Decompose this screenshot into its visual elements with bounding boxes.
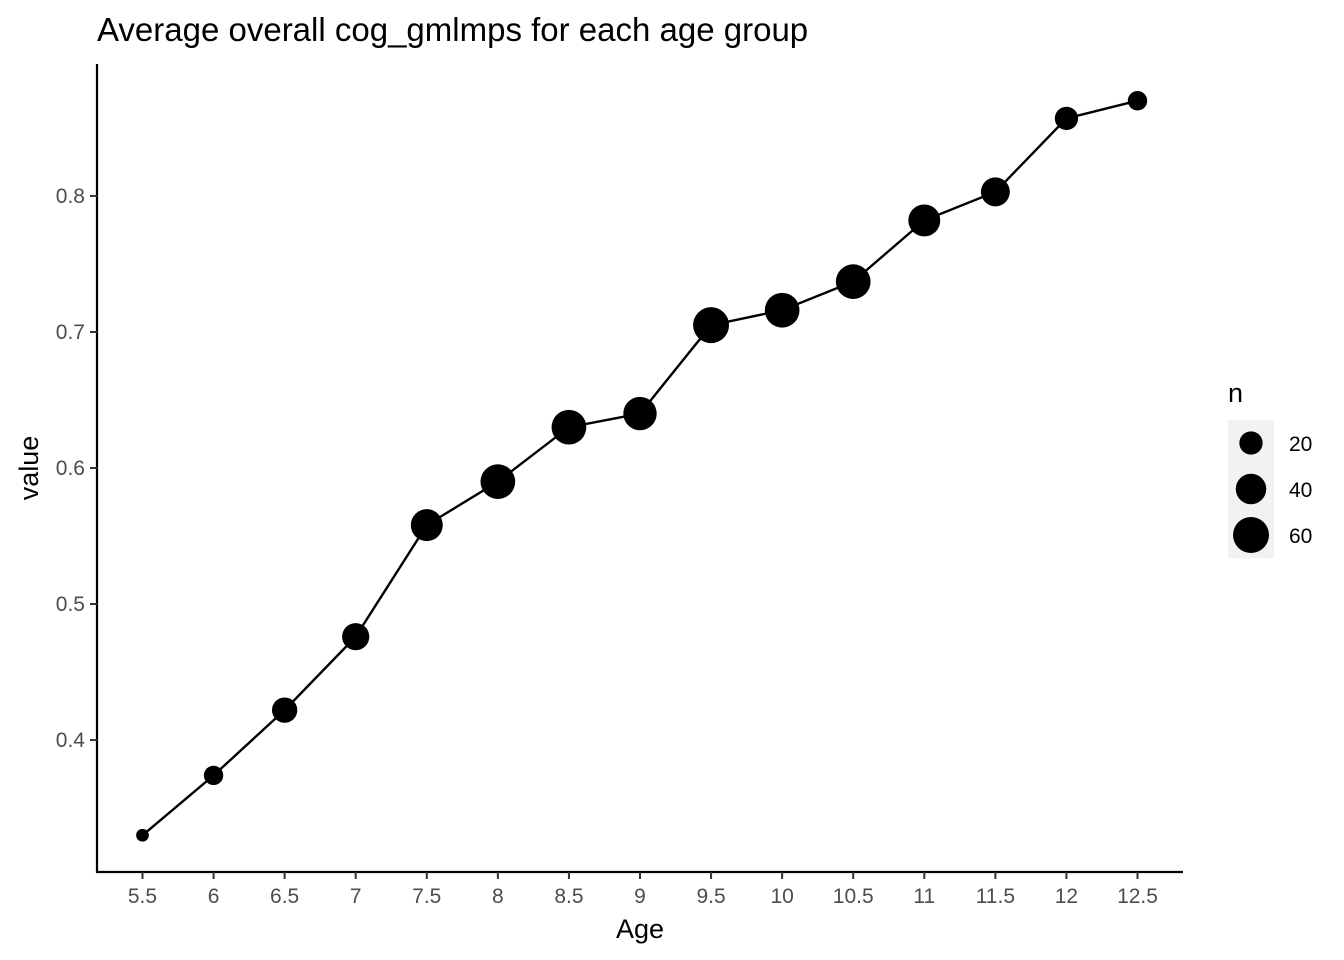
data-point bbox=[980, 177, 1010, 207]
data-point bbox=[1054, 106, 1079, 131]
x-tick-label: 5.5 bbox=[128, 885, 157, 908]
legend-label: 20 bbox=[1289, 433, 1312, 456]
x-axis-title: Age bbox=[616, 914, 664, 944]
legend-title: n bbox=[1228, 378, 1243, 408]
series-line bbox=[141, 99, 1138, 837]
x-tick-label: 6 bbox=[208, 885, 220, 908]
legend-key-point bbox=[1233, 517, 1269, 553]
data-point bbox=[623, 396, 657, 431]
y-axis-title: value bbox=[14, 436, 44, 501]
y-tick-label: 0.8 bbox=[56, 185, 85, 208]
data-point bbox=[764, 292, 800, 328]
x-tick-label: 7.5 bbox=[412, 885, 441, 908]
x-tick-label: 6.5 bbox=[270, 885, 299, 908]
data-point bbox=[693, 307, 730, 344]
data-point bbox=[908, 204, 941, 237]
x-tick-label: 8.5 bbox=[554, 885, 583, 908]
data-point bbox=[410, 509, 443, 542]
legend-key-point bbox=[1235, 473, 1267, 505]
y-tick-label: 0.4 bbox=[56, 729, 86, 752]
y-tick-label: 0.6 bbox=[56, 457, 85, 480]
data-point bbox=[835, 264, 871, 300]
x-tick-label: 8 bbox=[492, 885, 504, 908]
legend-label: 60 bbox=[1289, 525, 1312, 548]
data-point bbox=[203, 765, 224, 786]
y-tick-label: 0.7 bbox=[56, 321, 85, 344]
x-tick-label: 12 bbox=[1055, 885, 1078, 908]
x-tick-label: 11.5 bbox=[976, 885, 1015, 908]
x-tick-label: 7 bbox=[350, 885, 362, 908]
y-tick-label: 0.5 bbox=[56, 593, 85, 616]
x-tick-label: 12.5 bbox=[1117, 885, 1158, 908]
chart-title: Average overall cog_gmlmps for each age … bbox=[97, 11, 808, 48]
data-point bbox=[551, 409, 587, 445]
plot-area: 0.4 0.5 0.6 0.7 0.8 5.5 6 6.5 7 7.5 8 8.5 9 9.5 10 10.5… bbox=[56, 64, 1183, 908]
legend-key-point bbox=[1239, 431, 1263, 455]
x-tick-label: 10 bbox=[770, 885, 793, 908]
x-tick-label: 11 bbox=[913, 885, 935, 908]
x-tick-label: 9 bbox=[634, 885, 646, 908]
legend: n 20 40 60 bbox=[1228, 378, 1312, 558]
data-point bbox=[136, 828, 149, 842]
x-tick-label: 9.5 bbox=[696, 885, 725, 908]
x-tick-label: 10.5 bbox=[833, 885, 874, 908]
data-point bbox=[271, 697, 298, 723]
data-point bbox=[342, 623, 370, 651]
data-point bbox=[1127, 91, 1148, 111]
legend-label: 40 bbox=[1289, 479, 1312, 502]
data-point bbox=[480, 464, 516, 499]
